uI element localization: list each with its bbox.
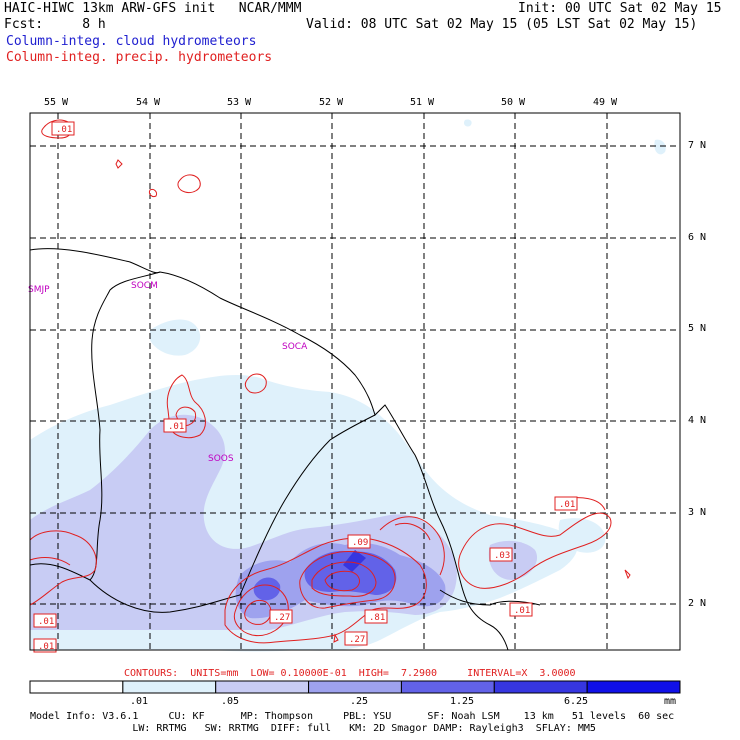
colorbar-segment xyxy=(493,680,588,694)
valid-time: Valid: 08 UTC Sat 02 May 15 (05 LST Sat … xyxy=(306,17,698,32)
colorbar-segment xyxy=(29,680,124,694)
colorbar-segment xyxy=(586,680,681,694)
contour-label: .27 xyxy=(274,613,290,623)
legend-cloud: Column-integ. cloud hydrometeors xyxy=(6,34,257,49)
colorbar-segment xyxy=(308,680,402,694)
lat-label-3n: 3 N xyxy=(688,507,707,518)
contour-label: .01 xyxy=(514,606,530,616)
lon-label-54w: 54 W xyxy=(136,97,161,108)
colorbar-segment xyxy=(400,680,495,694)
legend-precip: Column-integ. precip. hydrometeors xyxy=(6,50,273,65)
model-info-line2: LW: RRTMG SW: RRTMG DIFF: full KM: 2D Sm… xyxy=(30,723,596,734)
forecast-hour: Fcst: 8 h xyxy=(4,17,106,32)
station-labels: SMJP SOCM SOCA SOOS xyxy=(28,281,308,464)
colorbar-segment xyxy=(122,680,217,694)
colorbar-label: .01 xyxy=(130,696,149,707)
model-info-line1: Model Info: V3.6.1 CU: KF MP: Thompson P… xyxy=(30,711,675,722)
colorbar-label: 6.25 xyxy=(564,696,589,707)
station-soos: SOOS xyxy=(208,454,234,464)
plot-frame xyxy=(29,112,681,651)
lat-label-5n: 5 N xyxy=(688,323,707,334)
contour-label: .27 xyxy=(349,635,365,645)
plot-title: HAIC-HIWC 13km ARW-GFS init NCAR/MMM xyxy=(4,1,302,16)
colorbar-unit: mm xyxy=(664,696,677,707)
contour-label: .01 xyxy=(559,500,575,510)
colorbar-label: .25 xyxy=(350,696,369,707)
contour-label: .81 xyxy=(369,613,385,623)
border-guiana-brazil xyxy=(439,589,541,606)
contour-label-boxes xyxy=(33,121,578,653)
lat-label-2n: 2 N xyxy=(688,598,707,609)
lat-label-4n: 4 N xyxy=(688,415,707,426)
station-smjp: SMJP xyxy=(28,285,50,295)
border-suriname-guiana xyxy=(89,414,376,613)
lon-label-50w: 50 W xyxy=(501,97,526,108)
coastline xyxy=(29,248,509,651)
contour-label: .09 xyxy=(352,538,368,548)
lat-label-7n: 7 N xyxy=(688,140,707,151)
colorbar-label: .05 xyxy=(221,696,240,707)
station-socm: SOCM xyxy=(131,281,158,291)
station-soca: SOCA xyxy=(282,342,308,352)
contour-label: .01 xyxy=(168,422,184,432)
contour-label: .01 xyxy=(56,125,72,135)
precip-contours xyxy=(29,119,631,644)
colorbar xyxy=(29,680,681,694)
lon-label-52w: 52 W xyxy=(319,97,344,108)
lon-label-53w: 53 W xyxy=(227,97,252,108)
colorbar-label: 1.25 xyxy=(450,696,475,707)
contour-label: .03 xyxy=(494,551,510,561)
contour-label-texts: .01 .01 .09 .01 .03 .27 .81 .27 .01 .01 … xyxy=(38,125,575,652)
contour-info: CONTOURS: UNITS=mm LOW= 0.10000E-01 HIGH… xyxy=(124,668,576,679)
init-time: Init: 00 UTC Sat 02 May 15 xyxy=(518,1,722,16)
lon-label-51w: 51 W xyxy=(410,97,435,108)
colorbar-segment xyxy=(215,680,310,694)
lat-label-6n: 6 N xyxy=(688,232,707,243)
contour-label: .01 xyxy=(38,617,54,627)
cloud-shading-max xyxy=(343,550,366,572)
lat-lon-grid xyxy=(30,113,680,650)
contour-label: .01 xyxy=(38,642,54,652)
lon-label-55w: 55 W xyxy=(44,97,69,108)
lon-label-49w: 49 W xyxy=(593,97,618,108)
